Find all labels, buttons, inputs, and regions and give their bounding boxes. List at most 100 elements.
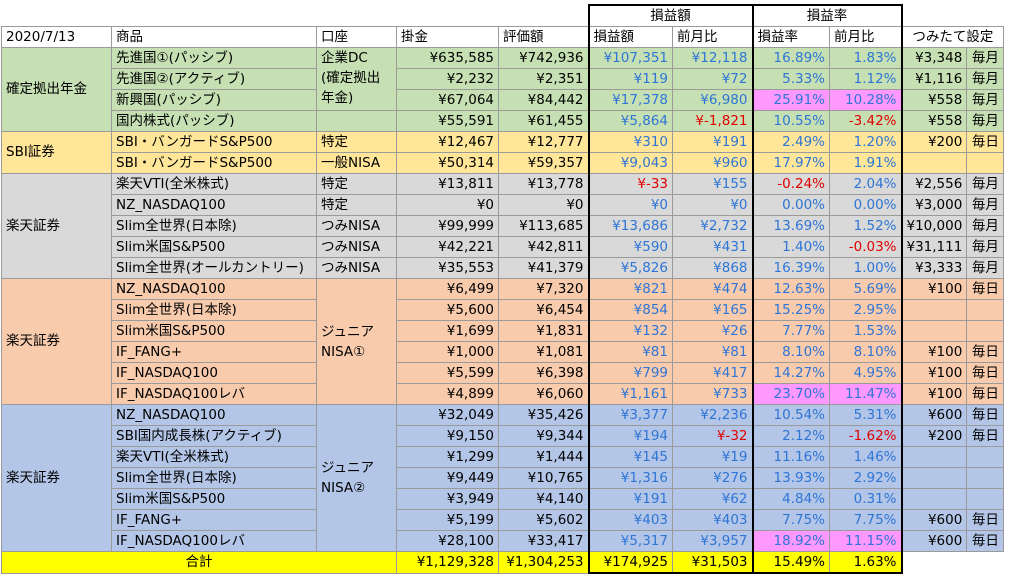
group-name-cell: 確定拠出年金 [1,47,112,132]
header-zengetsu: 前月比 [672,26,754,48]
hyoka-cell: ¥7,320 [498,278,589,300]
rate-cell: 17.97% [751,152,830,174]
group-name-cell: 楽天証券 [1,278,112,405]
rate-zengetsu-cell: 1.20% [829,131,903,153]
table-row: IF_NASDAQ100 ¥5,599 ¥6,398 ¥799 ¥417 14.27% 4.… [2,362,1005,384]
soneki-cell: ¥9,043 [587,152,673,174]
group-header-row: 損益額 損益率 [2,4,1004,27]
soneki-cell: ¥132 [587,320,673,342]
rate-zengetsu-cell: 1.00% [829,257,903,279]
tsumitate-freq-cell [966,488,1005,510]
tsumitate-amount-cell: ¥3,348 [900,47,968,69]
hyoka-cell: ¥113,685 [498,215,589,237]
hyoka-cell: ¥6,398 [498,362,589,384]
tsumitate-amount-cell: ¥100 [900,362,968,384]
table-row: SBI・バンガードS&P500 一般NISA ¥50,314 ¥59,357 ¥9,04… [2,152,1005,174]
product-cell: Slim米国S&P500 [111,488,317,510]
soneki-cell: ¥821 [587,278,673,300]
rate-zengetsu-cell: 0.00% [829,194,903,216]
soneki-cell: ¥145 [587,446,673,468]
rate-zengetsu-cell: 2.92% [829,467,903,489]
product-cell: NZ_NASDAQ100 [111,278,317,300]
hyoka-cell: ¥13,778 [498,173,589,195]
header-rate: 損益率 [751,26,830,48]
total-row: 合計 ¥1,129,328 ¥1,304,253 ¥174,925 ¥31,503 15.… [1,551,1004,574]
product-cell: 楽天VTI(全米株式) [111,446,317,468]
kakekin-cell: ¥99,999 [396,215,499,237]
total-rate: 15.49% [751,551,830,574]
rate-cell: 4.84% [751,488,830,510]
rate-zengetsu-cell: 1.52% [829,215,903,237]
tsumitate-freq-cell: 毎月 [966,110,1005,132]
rate-cell: 13.93% [751,467,830,489]
rate-zengetsu-cell: 2.95% [829,299,903,321]
table-row: IF_NASDAQ100レバ ¥4,899 ¥6,060 ¥1,161 ¥733 23.7… [2,383,1005,405]
tsumitate-freq-cell: 毎月 [966,173,1005,195]
tsumitate-amount-cell [900,488,968,510]
total-zengetsu: ¥31,503 [672,551,754,574]
table-row: Slim全世界(オールカントリー) つみNISA ¥35,553 ¥41,379 ¥5,… [2,257,1005,279]
soneki-cell: ¥403 [587,509,673,531]
hyoka-cell: ¥0 [498,194,589,216]
portfolio-table: 損益額 損益率 2020/7/13 商品 口座 掛金 評価額 損益額 前月比 損… [1,4,1005,574]
soneki-cell: ¥-33 [587,173,673,195]
product-cell: IF_NASDAQ100レバ [111,530,317,552]
group-name-cell: 楽天証券 [1,404,112,552]
table-row: NZ_NASDAQ100 特定 ¥0 ¥0 ¥0 ¥0 0.00% 0.00% ¥3,000 毎月 [2,194,1005,216]
tsumitate-freq-cell: 毎日 [966,509,1005,531]
product-cell: Slim米国S&P500 [111,320,317,342]
rate-cell: 18.92% [751,530,830,552]
zengetsu-cell: ¥165 [672,299,754,321]
kakekin-cell: ¥67,064 [396,89,499,111]
product-cell: 新興国(パッシブ) [111,89,317,111]
rate-cell: 7.75% [751,509,830,531]
zengetsu-cell: ¥2,732 [672,215,754,237]
table-row: Slim全世界(日本除) ¥5,600 ¥6,454 ¥854 ¥165 15.25% 2.… [2,299,1005,321]
account-cell: 特定 [316,194,397,216]
soneki-cell: ¥17,378 [587,89,673,111]
rate-cell: 13.69% [751,215,830,237]
zengetsu-cell: ¥960 [672,152,754,174]
rate-zengetsu-cell: 11.47% [829,383,903,405]
rate-cell: 14.27% [751,362,830,384]
tsumitate-amount-cell: ¥1,116 [900,68,968,90]
product-cell: Slim米国S&P500 [111,236,317,258]
table-row: Slim全世界(日本除) ¥9,449 ¥10,765 ¥1,316 ¥276 13.93… [2,467,1005,489]
kakekin-cell: ¥35,553 [396,257,499,279]
rate-zengetsu-cell: 11.15% [829,530,903,552]
zengetsu-cell: ¥62 [672,488,754,510]
zengetsu-cell: ¥403 [672,509,754,531]
product-cell: Slim全世界(日本除) [111,299,317,321]
tsumitate-amount-cell: ¥2,556 [900,173,968,195]
product-cell: SBI・バンガードS&P500 [111,131,317,153]
hyoka-cell: ¥41,379 [498,257,589,279]
tsumitate-freq-cell: 毎日 [966,362,1005,384]
tsumitate-amount-cell [900,320,968,342]
tsumitate-amount-cell: ¥31,111 [900,236,968,258]
rate-cell: 16.39% [751,257,830,279]
tsumitate-amount-cell [900,446,968,468]
kakekin-cell: ¥635,585 [396,47,499,69]
tsumitate-freq-cell [966,446,1005,468]
zengetsu-cell: ¥733 [672,383,754,405]
rate-zengetsu-cell: -1.62% [829,425,903,447]
zengetsu-cell: ¥3,957 [672,530,754,552]
zengetsu-cell: ¥-32 [672,425,754,447]
rate-cell: 16.89% [751,47,830,69]
tsumitate-freq-cell: 毎月 [966,47,1005,69]
hyoka-cell: ¥2,351 [498,68,589,90]
soneki-cell: ¥1,161 [587,383,673,405]
kakekin-cell: ¥1,299 [396,446,499,468]
rate-zengetsu-cell: 1.91% [829,152,903,174]
account-cell: 企業DC (確定拠出 年金) [316,47,397,111]
rate-cell: 7.77% [751,320,830,342]
product-cell: IF_NASDAQ100 [111,362,317,384]
group-header-rate: 損益率 [751,4,903,27]
hyoka-cell: ¥59,357 [498,152,589,174]
table-row: Slim米国S&P500 ¥3,949 ¥4,140 ¥191 ¥62 4.84% 0.31… [2,488,1005,510]
rate-zengetsu-cell: 5.69% [829,278,903,300]
kakekin-cell: ¥12,467 [396,131,499,153]
hyoka-cell: ¥6,454 [498,299,589,321]
tsumitate-amount-cell: ¥10,000 [900,215,968,237]
soneki-cell: ¥0 [587,194,673,216]
